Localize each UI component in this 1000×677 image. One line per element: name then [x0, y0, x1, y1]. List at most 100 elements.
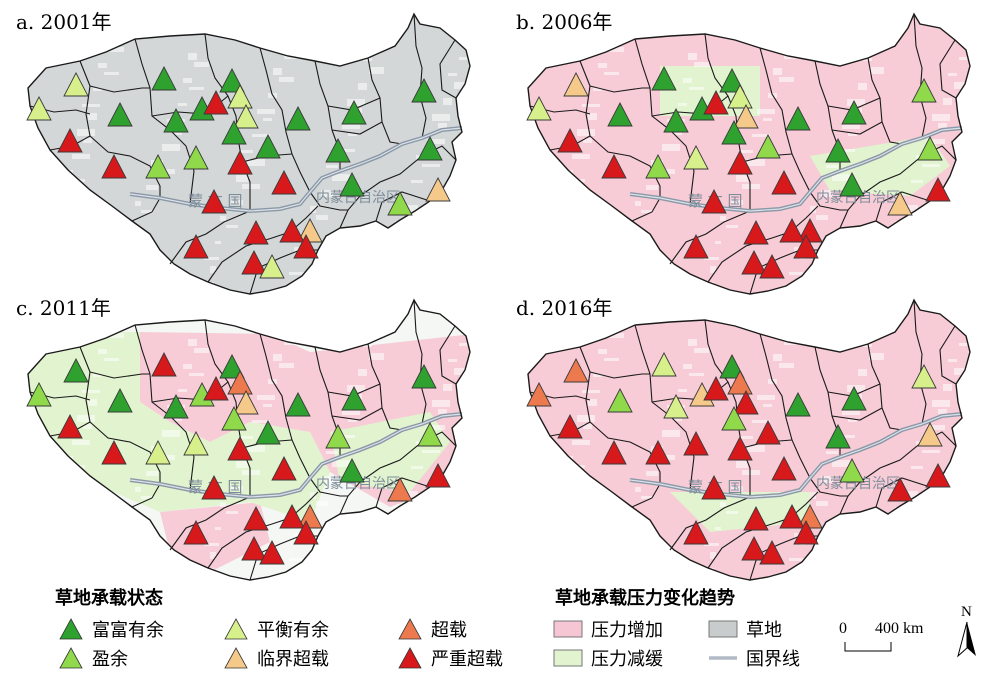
texture-patch	[879, 262, 894, 267]
texture-patch	[316, 501, 328, 506]
texture-patch	[582, 104, 600, 107]
inner-mongolia-label: 内蒙古自治区	[816, 476, 900, 492]
status-triangle	[203, 90, 229, 115]
province-boundary	[831, 407, 883, 421]
status-triangle	[743, 506, 769, 531]
status-triangle	[727, 84, 753, 109]
texture-patch	[464, 277, 470, 282]
texture-patch	[88, 399, 97, 406]
texture-patch	[82, 390, 100, 393]
texture-patch	[30, 327, 36, 330]
texture-patch	[204, 257, 219, 260]
texture-patch	[136, 235, 148, 242]
texture-patch	[969, 538, 970, 545]
texture-patch	[310, 492, 316, 499]
status-triangle	[233, 390, 259, 415]
texture-patch	[188, 53, 197, 60]
status-triangle	[825, 138, 851, 163]
texture-patch	[662, 430, 680, 437]
status-triangle	[325, 138, 351, 163]
status-triangle	[151, 352, 177, 377]
texture-patch	[922, 450, 940, 453]
national-border-core	[629, 127, 963, 212]
status-triangle	[741, 536, 767, 561]
province-boundary	[367, 343, 403, 431]
legend-label: 压力增加	[591, 620, 663, 641]
texture-patch	[40, 236, 46, 243]
texture-patch	[316, 215, 328, 220]
legend-item-overload: 超载	[397, 616, 467, 642]
texture-patch	[342, 410, 360, 415]
legend-item-border: 国界线	[708, 645, 800, 671]
texture-patch	[959, 57, 970, 60]
texture-patch	[847, 99, 865, 106]
status-triangle	[771, 170, 797, 195]
texture-patch	[604, 358, 619, 361]
swatch-icon	[553, 620, 583, 638]
texture-patch	[385, 557, 391, 560]
texture-patch	[911, 180, 923, 183]
status-triangle	[601, 154, 627, 179]
triangle-icon	[398, 647, 422, 669]
texture-patch	[401, 230, 413, 235]
texture-patch	[842, 410, 860, 415]
texture-patch	[35, 547, 41, 552]
texture-patch	[247, 159, 265, 166]
texture-patch	[247, 445, 265, 452]
pressure-decrease-area	[670, 492, 810, 532]
texture-patch	[848, 133, 857, 136]
province-boundary	[704, 33, 751, 211]
status-triangle	[721, 406, 747, 431]
texture-patch	[625, 537, 631, 544]
texture-patch	[236, 175, 248, 182]
texture-patch	[236, 461, 248, 468]
province-boundary	[89, 85, 150, 93]
texture-patch	[646, 185, 658, 190]
texture-patch	[763, 404, 772, 407]
scale-bar-line	[844, 642, 892, 652]
status-triangle	[163, 108, 189, 133]
province-boundary	[131, 197, 161, 222]
status-triangle	[183, 234, 209, 259]
province-boundary	[579, 60, 661, 198]
status-triangle	[741, 250, 767, 275]
texture-patch	[273, 68, 282, 75]
province-boundary	[439, 325, 457, 385]
scale-max: 400 km	[875, 620, 924, 637]
province-boundary	[759, 333, 811, 479]
texture-patch	[231, 200, 243, 205]
trend-layer	[528, 300, 970, 580]
texture-patch	[964, 277, 970, 282]
texture-patch	[220, 502, 226, 507]
texture-patch	[210, 266, 216, 273]
texture-patch	[715, 527, 721, 530]
texture-patch	[683, 364, 692, 369]
status-triangle	[925, 177, 951, 202]
province-boundary	[169, 496, 251, 551]
province-boundary	[589, 371, 650, 379]
status-triangle	[841, 100, 867, 125]
texture-patch	[609, 47, 624, 52]
status-triangle	[663, 394, 689, 419]
status-triangle	[271, 456, 297, 481]
legend-status-title: 草地承载状态	[55, 588, 163, 609]
texture-patch	[72, 440, 90, 445]
texture-patch	[689, 87, 704, 90]
province-boundary	[704, 319, 751, 497]
texture-patch	[295, 567, 301, 574]
texture-patch	[88, 113, 97, 120]
texture-patch	[848, 419, 857, 422]
province-boundary	[259, 47, 311, 193]
texture-patch	[45, 497, 51, 500]
swatch-icon	[708, 620, 738, 638]
pressure-decrease-area	[330, 412, 450, 492]
texture-patch	[35, 261, 41, 266]
texture-patch	[422, 164, 440, 167]
texture-patch	[890, 246, 896, 251]
status-triangle	[719, 68, 745, 93]
texture-patch	[114, 267, 129, 274]
status-triangle	[183, 145, 209, 170]
